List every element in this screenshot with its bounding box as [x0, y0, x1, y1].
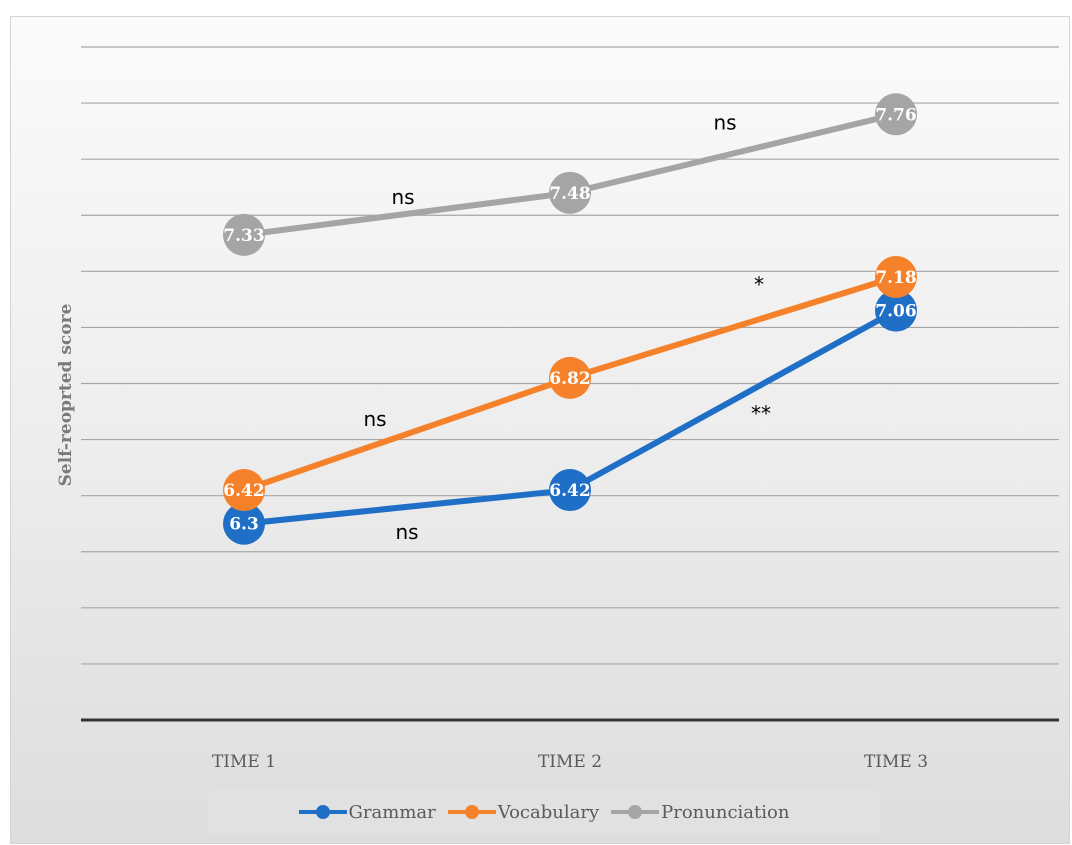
- data-point-marker: [223, 502, 265, 545]
- legend-item: Pronunciation: [611, 802, 789, 823]
- data-point-marker: [875, 93, 917, 136]
- legend-swatch: [298, 805, 347, 819]
- data-label: 7.48: [549, 184, 590, 204]
- significance-label: ns: [363, 407, 386, 431]
- data-label: 6.42: [223, 481, 264, 501]
- legend-item: Grammar: [298, 801, 436, 823]
- significance-label: ns: [395, 520, 418, 544]
- legend-label: Grammar: [348, 801, 436, 823]
- data-point-marker: [223, 213, 265, 256]
- legend-label: Pronunciation: [661, 801, 790, 823]
- data-point-marker: [549, 469, 591, 512]
- data-point-marker: [549, 356, 591, 399]
- legend-label: Vocabulary: [497, 801, 600, 823]
- data-point-marker: [875, 255, 917, 298]
- data-label: 6.42: [549, 481, 590, 501]
- data-label: 6.82: [549, 369, 590, 389]
- line-chart: TIME 1 TIME 2 TIME 3 ns ** ns * ns ns 6.3 6.42 7.…: [56, 46, 1059, 772]
- data-label: 7.33: [223, 226, 264, 246]
- legend-swatch: [447, 805, 496, 819]
- data-points: 6.3 6.42 7.06 6.42 6.82 7.18 7.33 7.48 7.76: [223, 93, 917, 545]
- chart-area: TIME 1 TIME 2 TIME 3 ns ** ns * ns ns 6.3 6.42 7.…: [10, 16, 1070, 844]
- significance-label: **: [751, 401, 771, 425]
- legend-swatch: [611, 805, 660, 819]
- data-label: 7.06: [875, 302, 916, 322]
- x-tick-label: TIME 2: [538, 752, 602, 772]
- data-point-marker: [223, 469, 265, 512]
- data-label: 7.76: [875, 105, 916, 125]
- significance-label: ns: [713, 111, 736, 135]
- significance-label: ns: [391, 185, 414, 209]
- data-point-marker: [875, 289, 917, 332]
- data-label: 7.18: [875, 268, 916, 288]
- x-tick-label: TIME 3: [864, 752, 928, 772]
- x-tick-label: TIME 1: [212, 752, 276, 772]
- legend: Grammar Vocabulary Pronunciation: [209, 789, 879, 835]
- data-point-marker: [549, 171, 591, 214]
- significance-label: *: [754, 272, 764, 296]
- gridlines: [81, 46, 1059, 665]
- y-axis-title: Self-reoprted score: [56, 303, 76, 486]
- x-axis: TIME 1 TIME 2 TIME 3: [81, 718, 1059, 772]
- legend-item: Vocabulary: [447, 801, 600, 823]
- significance-annotations: ns ** ns * ns ns: [363, 111, 771, 544]
- data-label: 6.3: [229, 515, 259, 535]
